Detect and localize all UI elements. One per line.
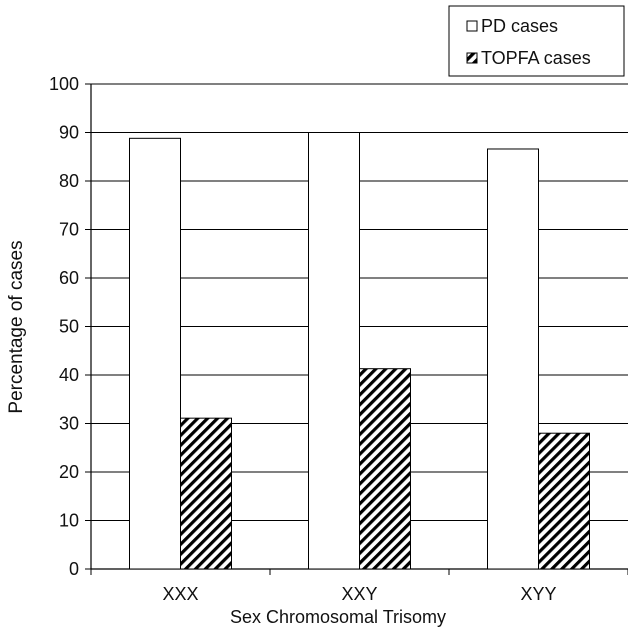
y-tick-label-10: 10 [59, 511, 79, 531]
x-tick-label-xxx: XXX [162, 584, 198, 604]
y-tick-label-70: 70 [59, 220, 79, 240]
y-tick-label-50: 50 [59, 317, 79, 337]
y-tick-label-0: 0 [69, 559, 79, 579]
y-tick-label-60: 60 [59, 268, 79, 288]
bar-pd-cases-xyy [487, 148, 539, 570]
bar-topfa-cases-xxx [180, 417, 232, 570]
y-tick-label-30: 30 [59, 414, 79, 434]
axes: 0 10 20 30 40 50 60 70 80 90 100 XXX XXY XYY [49, 74, 628, 604]
y-axis-label: Percentage of cases [6, 240, 27, 413]
x-axis-label: Sex Chromosomal Trisomy [230, 607, 446, 627]
bars [129, 132, 590, 570]
bar-topfa-cases-xxy [359, 368, 411, 570]
legend: PD cases TOPFA cases [448, 5, 625, 77]
bar-topfa-cases-xyy [538, 432, 590, 570]
x-tick-label-xxy: XXY [341, 584, 377, 604]
legend-swatch-pd-cases [466, 20, 478, 32]
x-tick-label-xyy: XYY [520, 584, 556, 604]
y-tick-label-40: 40 [59, 365, 79, 385]
axis-labels: Percentage of cases Sex Chromosomal Tris… [6, 240, 446, 627]
bar-pd-cases-xxy [308, 132, 360, 570]
y-tick-label-100: 100 [49, 74, 79, 94]
legend-label-topfa-cases: TOPFA cases [481, 48, 591, 68]
bar-pd-cases-xxx [129, 137, 181, 570]
legend-box [448, 5, 625, 77]
legend-swatch-topfa-cases [466, 52, 478, 64]
y-tick-label-90: 90 [59, 123, 79, 143]
y-tick-label-80: 80 [59, 171, 79, 191]
y-tick-label-20: 20 [59, 462, 79, 482]
legend-label-pd-cases: PD cases [481, 16, 558, 36]
